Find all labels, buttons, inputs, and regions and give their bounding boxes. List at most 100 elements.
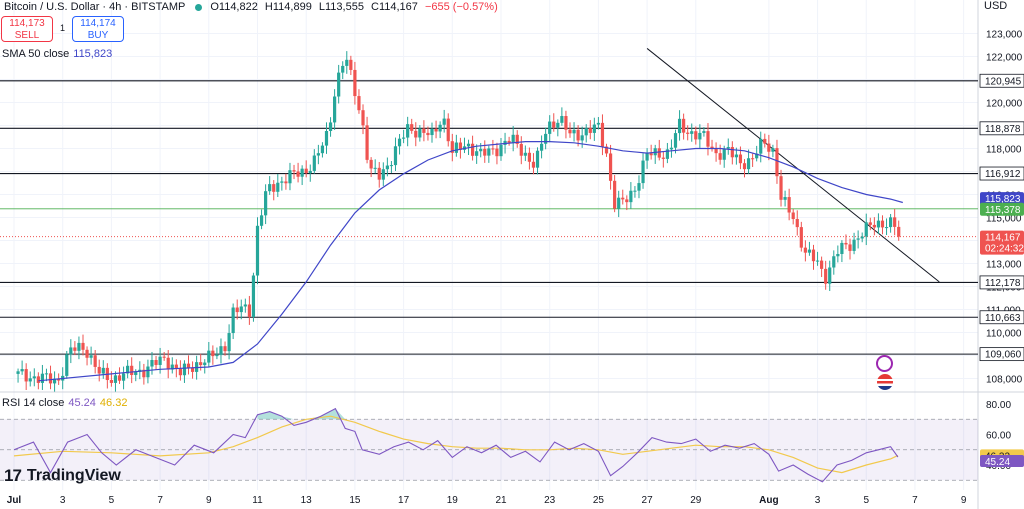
candle-body bbox=[312, 155, 316, 171]
candle-body bbox=[276, 182, 280, 192]
sma-legend[interactable]: SMA 50 close 115,823 bbox=[2, 48, 112, 60]
candle-body bbox=[515, 134, 519, 144]
buy-price: 114,174 bbox=[80, 18, 116, 29]
candle-body bbox=[702, 131, 706, 133]
time-tick-label: 3 bbox=[815, 495, 821, 506]
candle-body bbox=[162, 356, 166, 358]
candle-body bbox=[422, 128, 426, 133]
candle-body bbox=[357, 96, 361, 111]
candle-body bbox=[235, 307, 239, 313]
trendline bbox=[646, 48, 940, 283]
candle-body bbox=[264, 191, 268, 216]
time-tick-label: 5 bbox=[863, 495, 869, 506]
candle-body bbox=[231, 307, 235, 334]
candle-body bbox=[893, 217, 897, 227]
candle-body bbox=[564, 116, 568, 130]
candle-body bbox=[661, 157, 665, 159]
candle-body bbox=[531, 161, 536, 168]
rsi-legend[interactable]: RSI 14 close 45.24 46.32 bbox=[2, 397, 127, 409]
time-tick-label: 7 bbox=[912, 495, 918, 506]
event-icon[interactable] bbox=[876, 355, 893, 372]
candle-body bbox=[239, 306, 243, 313]
rsi-ma-value: 46.32 bbox=[99, 397, 128, 409]
level-tag-border bbox=[979, 347, 1024, 362]
symbol-title[interactable]: Bitcoin / U.S. Dollar · 4h · BITSTAMP bbox=[4, 1, 186, 13]
candle-body bbox=[714, 148, 718, 154]
sell-button[interactable]: 114,173 SELL bbox=[1, 16, 53, 42]
candle-body bbox=[722, 148, 726, 160]
sma-name: SMA 50 close bbox=[2, 48, 70, 60]
time-tick-label: 21 bbox=[495, 495, 507, 506]
candle-body bbox=[503, 140, 507, 145]
level-tag-bg bbox=[980, 74, 1024, 88]
candle-body bbox=[223, 346, 227, 352]
us-flag-icon[interactable] bbox=[877, 374, 893, 390]
candle-body bbox=[519, 143, 523, 156]
level-tag-bg bbox=[980, 121, 1024, 135]
candle-body bbox=[730, 147, 734, 158]
candle-body bbox=[495, 148, 499, 157]
candle-body bbox=[280, 181, 284, 183]
time-tick-label: Aug bbox=[759, 495, 778, 506]
candle-body bbox=[446, 118, 450, 142]
candle-body bbox=[397, 138, 402, 147]
candle-body bbox=[836, 253, 840, 257]
price-tick-label: 108,000 bbox=[986, 375, 1023, 386]
candle-body bbox=[649, 153, 653, 156]
rsi-tick-label: 60.00 bbox=[986, 431, 1011, 442]
candle-body bbox=[726, 147, 730, 149]
candle-body bbox=[20, 369, 24, 372]
candle-body bbox=[633, 190, 637, 192]
horizontal-levels bbox=[0, 80, 978, 355]
candle-body bbox=[876, 220, 881, 228]
candle-body bbox=[860, 236, 864, 239]
candle-body bbox=[284, 181, 288, 184]
candle-body bbox=[345, 59, 349, 66]
buy-button[interactable]: 114,174 BUY bbox=[72, 16, 124, 42]
candle-body bbox=[426, 132, 430, 136]
candle-body bbox=[381, 169, 385, 180]
candle-body bbox=[742, 163, 747, 170]
level-tag-bg bbox=[980, 167, 1024, 181]
time-tick-label: 17 bbox=[398, 495, 410, 506]
current-price-tag-text: 02:24:32 bbox=[985, 244, 1024, 255]
candle-body bbox=[584, 128, 588, 136]
candle-body bbox=[527, 152, 532, 162]
price-tick-label: 115,000 bbox=[986, 214, 1022, 225]
candle-body bbox=[126, 365, 130, 374]
candle-body bbox=[600, 122, 605, 147]
current-price-tag-text: 114,167 bbox=[985, 233, 1021, 244]
candle-body bbox=[596, 122, 600, 125]
candle-body bbox=[665, 149, 669, 159]
candle-body bbox=[637, 183, 641, 191]
candle-body bbox=[377, 167, 381, 180]
candle-body bbox=[608, 153, 613, 181]
candle-body bbox=[113, 375, 118, 383]
candle-body bbox=[414, 130, 418, 138]
candle-body bbox=[479, 148, 483, 152]
sma-tag-bg bbox=[980, 192, 1024, 206]
currency-label[interactable]: USD bbox=[984, 0, 1008, 12]
candle-body bbox=[889, 217, 893, 228]
level-tag-border bbox=[979, 121, 1024, 136]
candle-body bbox=[109, 380, 113, 383]
candle-body bbox=[576, 129, 580, 141]
candle-body bbox=[690, 131, 694, 134]
candle-body bbox=[864, 222, 868, 237]
tradingview-logo[interactable]: 17 TradingView bbox=[4, 466, 121, 486]
candle-body bbox=[385, 165, 389, 170]
candle-body bbox=[24, 369, 28, 382]
candle-body bbox=[308, 170, 312, 174]
candle-body bbox=[560, 116, 564, 123]
candle-body bbox=[328, 122, 333, 132]
candle-body bbox=[406, 124, 410, 138]
level-tag-bg bbox=[980, 310, 1024, 324]
candle-body bbox=[868, 222, 872, 225]
time-tick-label: 11 bbox=[252, 495, 263, 506]
candle-body bbox=[746, 158, 751, 170]
candle-body bbox=[146, 366, 150, 378]
candle-body bbox=[65, 354, 69, 376]
time-tick-label: 25 bbox=[593, 495, 605, 506]
